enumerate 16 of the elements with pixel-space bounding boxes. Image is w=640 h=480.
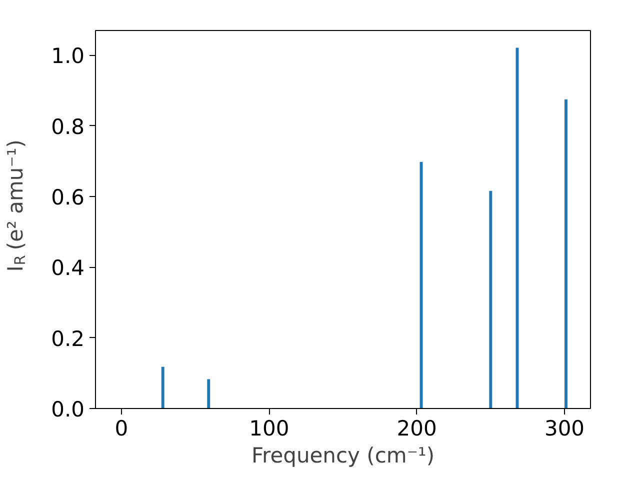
y-tick-label: 0.0 [51,398,85,422]
x-tick-label: 0 [114,416,128,440]
y-tick-label: 1.0 [51,44,85,68]
x-tick-label: 100 [249,416,290,440]
x-tick-label: 200 [396,416,437,440]
y-tick-label: 0.2 [51,326,85,351]
x-tick-label: 300 [544,416,585,440]
y-tick-label: 0.4 [51,256,85,280]
x-axis-title: Frequency (cm⁻¹) [251,444,435,468]
y-tick-label: 0.8 [51,114,85,139]
bar [161,366,164,408]
y-axis-title: IR (e² amu⁻¹) [4,140,29,272]
bar [564,99,568,408]
bar [489,190,492,408]
y-tick-label: 0.6 [51,186,85,210]
bar [207,379,210,408]
